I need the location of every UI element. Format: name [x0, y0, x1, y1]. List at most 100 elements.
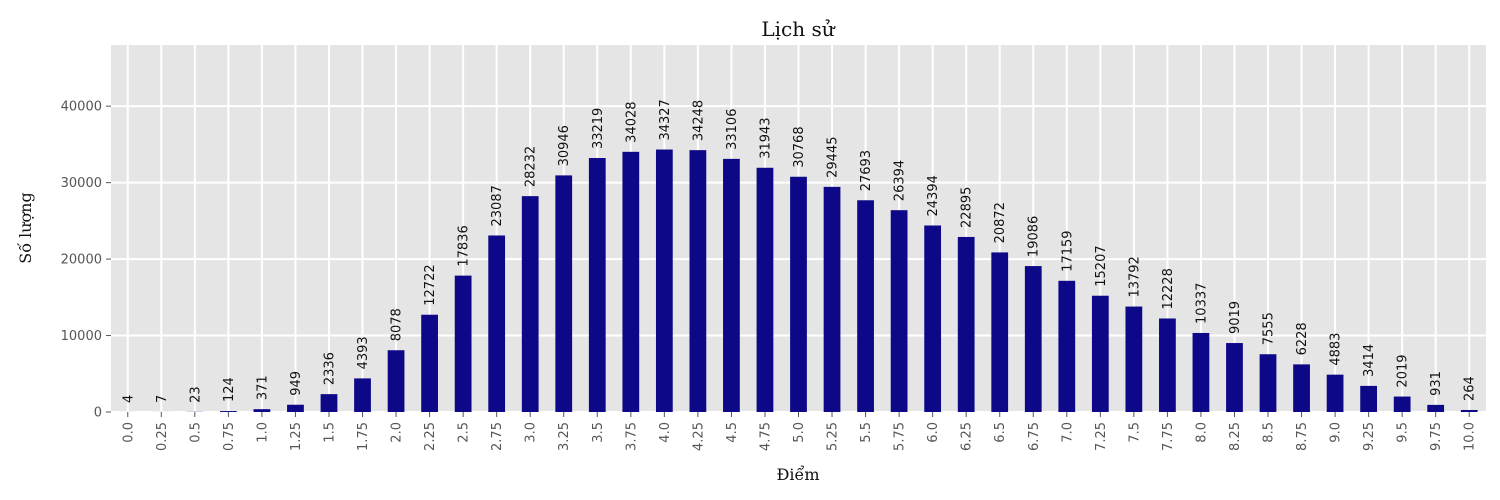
y-tick-label: 40000: [61, 100, 102, 115]
bar: [1460, 409, 1478, 412]
bar-value-label: 26394: [893, 160, 908, 201]
bar: [555, 175, 573, 412]
bar: [1360, 385, 1378, 412]
x-tick-label: 3.25: [557, 422, 572, 451]
bar-value-label: 15207: [1094, 245, 1109, 286]
x-tick-label: 0.75: [222, 422, 237, 451]
x-tick-label: 3.5: [591, 422, 606, 443]
bar-value-label: 2019: [1396, 354, 1411, 387]
x-tick-label: 3.75: [624, 422, 639, 451]
x-tick-label: 4.25: [691, 422, 706, 451]
bar: [1393, 396, 1411, 412]
x-tick-label: 7.0: [1060, 422, 1075, 443]
bar: [1226, 343, 1243, 412]
chart-title: Lịch sử: [761, 17, 835, 41]
x-tick-label: 7.5: [1127, 422, 1142, 443]
y-axis-title: Số lượng: [16, 192, 35, 263]
bar-value-label: 13792: [1127, 256, 1142, 297]
bar-value-label: 23: [188, 386, 203, 403]
x-tick-label: 7.75: [1161, 422, 1176, 451]
x-tick-label: 2.0: [390, 422, 405, 443]
x-tick-label: 5.75: [893, 422, 908, 451]
bar: [857, 200, 874, 412]
x-tick-label: 8.25: [1228, 422, 1243, 451]
x-tick-label: 3.0: [524, 422, 539, 443]
x-tick-label: 1.25: [289, 422, 304, 451]
bar-value-label: 371: [255, 375, 270, 400]
x-axis-title: Điểm: [776, 465, 819, 484]
x-tick-label: 6.0: [926, 422, 941, 443]
y-tick-label: 30000: [61, 176, 102, 191]
x-tick-label: 7.25: [1094, 422, 1109, 451]
bar: [655, 149, 673, 412]
x-tick-label: 2.25: [423, 422, 438, 451]
bar-value-labels: 4 7 23 124 371 949 2336 4393 8078 12722 17836 23087…: [121, 99, 1477, 403]
x-tick-label: 6.25: [960, 422, 975, 451]
bar-value-label: 7555: [1262, 312, 1277, 345]
x-tick-label: 9.5: [1396, 422, 1411, 443]
bar: [1024, 266, 1042, 412]
bar: [622, 151, 640, 412]
x-tick-label: 0.25: [155, 422, 170, 451]
bar: [219, 411, 237, 412]
y-tick-label: 0: [94, 406, 102, 421]
bar-value-label: 34327: [658, 99, 673, 140]
bar-value-label: 949: [289, 371, 304, 396]
bar-value-label: 34248: [691, 100, 706, 141]
bar-value-label: 27693: [859, 150, 874, 191]
x-tick-label: 8.75: [1295, 422, 1310, 451]
bar-value-label: 7: [155, 395, 170, 403]
bar-value-label: 4: [121, 395, 136, 403]
bar-value-label: 10337: [1194, 283, 1209, 324]
bar-value-label: 34028: [624, 101, 639, 142]
y-tick-label: 20000: [61, 253, 102, 268]
x-tick-label: 4.5: [725, 422, 740, 443]
bar: [1159, 318, 1176, 412]
bar-value-label: 264: [1463, 376, 1478, 401]
bar-value-label: 30768: [792, 126, 807, 167]
bar: [689, 150, 707, 412]
x-tick-label: 8.0: [1194, 422, 1209, 443]
x-tick-label: 2.75: [490, 422, 505, 451]
bar-value-label: 2336: [322, 352, 337, 385]
bar: [488, 235, 506, 412]
bar: [1259, 354, 1277, 412]
bar-value-label: 20872: [993, 202, 1008, 243]
bar: [991, 252, 1009, 412]
bar: [1091, 295, 1109, 412]
bar-value-label: 4883: [1329, 333, 1344, 366]
x-tick-label: 2.5: [457, 422, 472, 443]
bar-value-label: 931: [1429, 371, 1444, 396]
bar-value-label: 9019: [1228, 301, 1243, 334]
y-axis-ticks: 0 10000 20000 30000 40000: [61, 100, 111, 421]
bar: [287, 404, 304, 412]
y-tick-label: 10000: [61, 329, 102, 344]
bar: [790, 176, 807, 412]
bar-value-label: 31943: [758, 117, 773, 158]
x-tick-label: 8.5: [1262, 422, 1277, 443]
x-tick-label: 5.25: [826, 422, 841, 451]
bar-value-label: 8078: [390, 308, 405, 341]
bar-value-label: 23087: [490, 185, 505, 226]
bar: [454, 275, 472, 412]
x-tick-label: 9.25: [1362, 422, 1377, 451]
bar: [387, 350, 405, 412]
bar-value-label: 124: [222, 377, 237, 402]
x-tick-label: 5.0: [792, 422, 807, 443]
bar-value-label: 17159: [1060, 230, 1075, 271]
bar: [421, 314, 438, 412]
x-tick-label: 0.5: [188, 422, 203, 443]
bar: [1293, 364, 1310, 412]
bar: [253, 409, 271, 412]
bar-value-label: 24394: [926, 175, 941, 216]
bar-value-label: 4393: [356, 336, 371, 369]
bar-value-label: 3414: [1362, 344, 1377, 377]
x-tick-label: 4.0: [658, 422, 673, 443]
bar: [1058, 280, 1076, 412]
bars: [119, 149, 1478, 412]
x-tick-label: 6.5: [993, 422, 1008, 443]
bar: [1192, 332, 1210, 412]
bar: [1326, 374, 1344, 412]
bar-value-label: 6228: [1295, 322, 1310, 355]
